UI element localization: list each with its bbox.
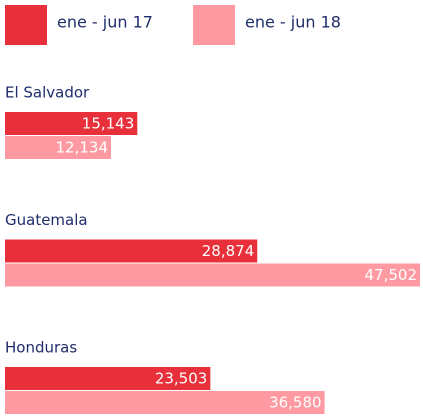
value-label: 28,874 [202, 242, 255, 260]
value-label: 12,134 [56, 139, 109, 157]
value-label: 15,143 [82, 115, 135, 133]
legend-swatch [5, 5, 47, 45]
bar [5, 239, 258, 263]
bar [5, 391, 325, 414]
category-label: Guatemala [5, 211, 88, 229]
legend-swatch [193, 5, 235, 45]
category-label: El Salvador [5, 84, 90, 102]
value-label: 47,502 [365, 266, 418, 284]
legend-label: ene - jun 17 [57, 13, 153, 32]
legend-label: ene - jun 18 [245, 13, 341, 32]
bar [5, 112, 138, 135]
category-label: Honduras [5, 339, 77, 357]
bar [5, 367, 211, 390]
bar [5, 136, 112, 159]
value-label: 36,580 [269, 394, 322, 412]
bar [5, 263, 420, 287]
value-label: 23,503 [155, 370, 208, 388]
